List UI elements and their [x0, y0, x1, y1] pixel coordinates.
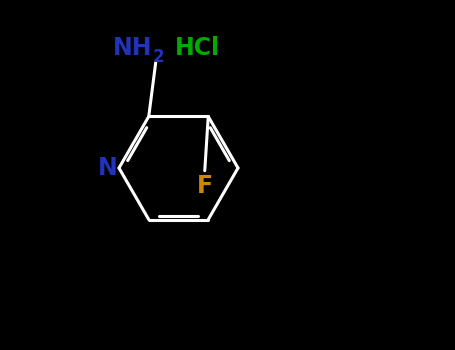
Text: F: F: [197, 174, 213, 198]
Text: 2: 2: [152, 48, 164, 66]
Text: N: N: [97, 156, 117, 180]
Text: NH: NH: [113, 36, 152, 61]
Text: HCl: HCl: [175, 36, 220, 61]
